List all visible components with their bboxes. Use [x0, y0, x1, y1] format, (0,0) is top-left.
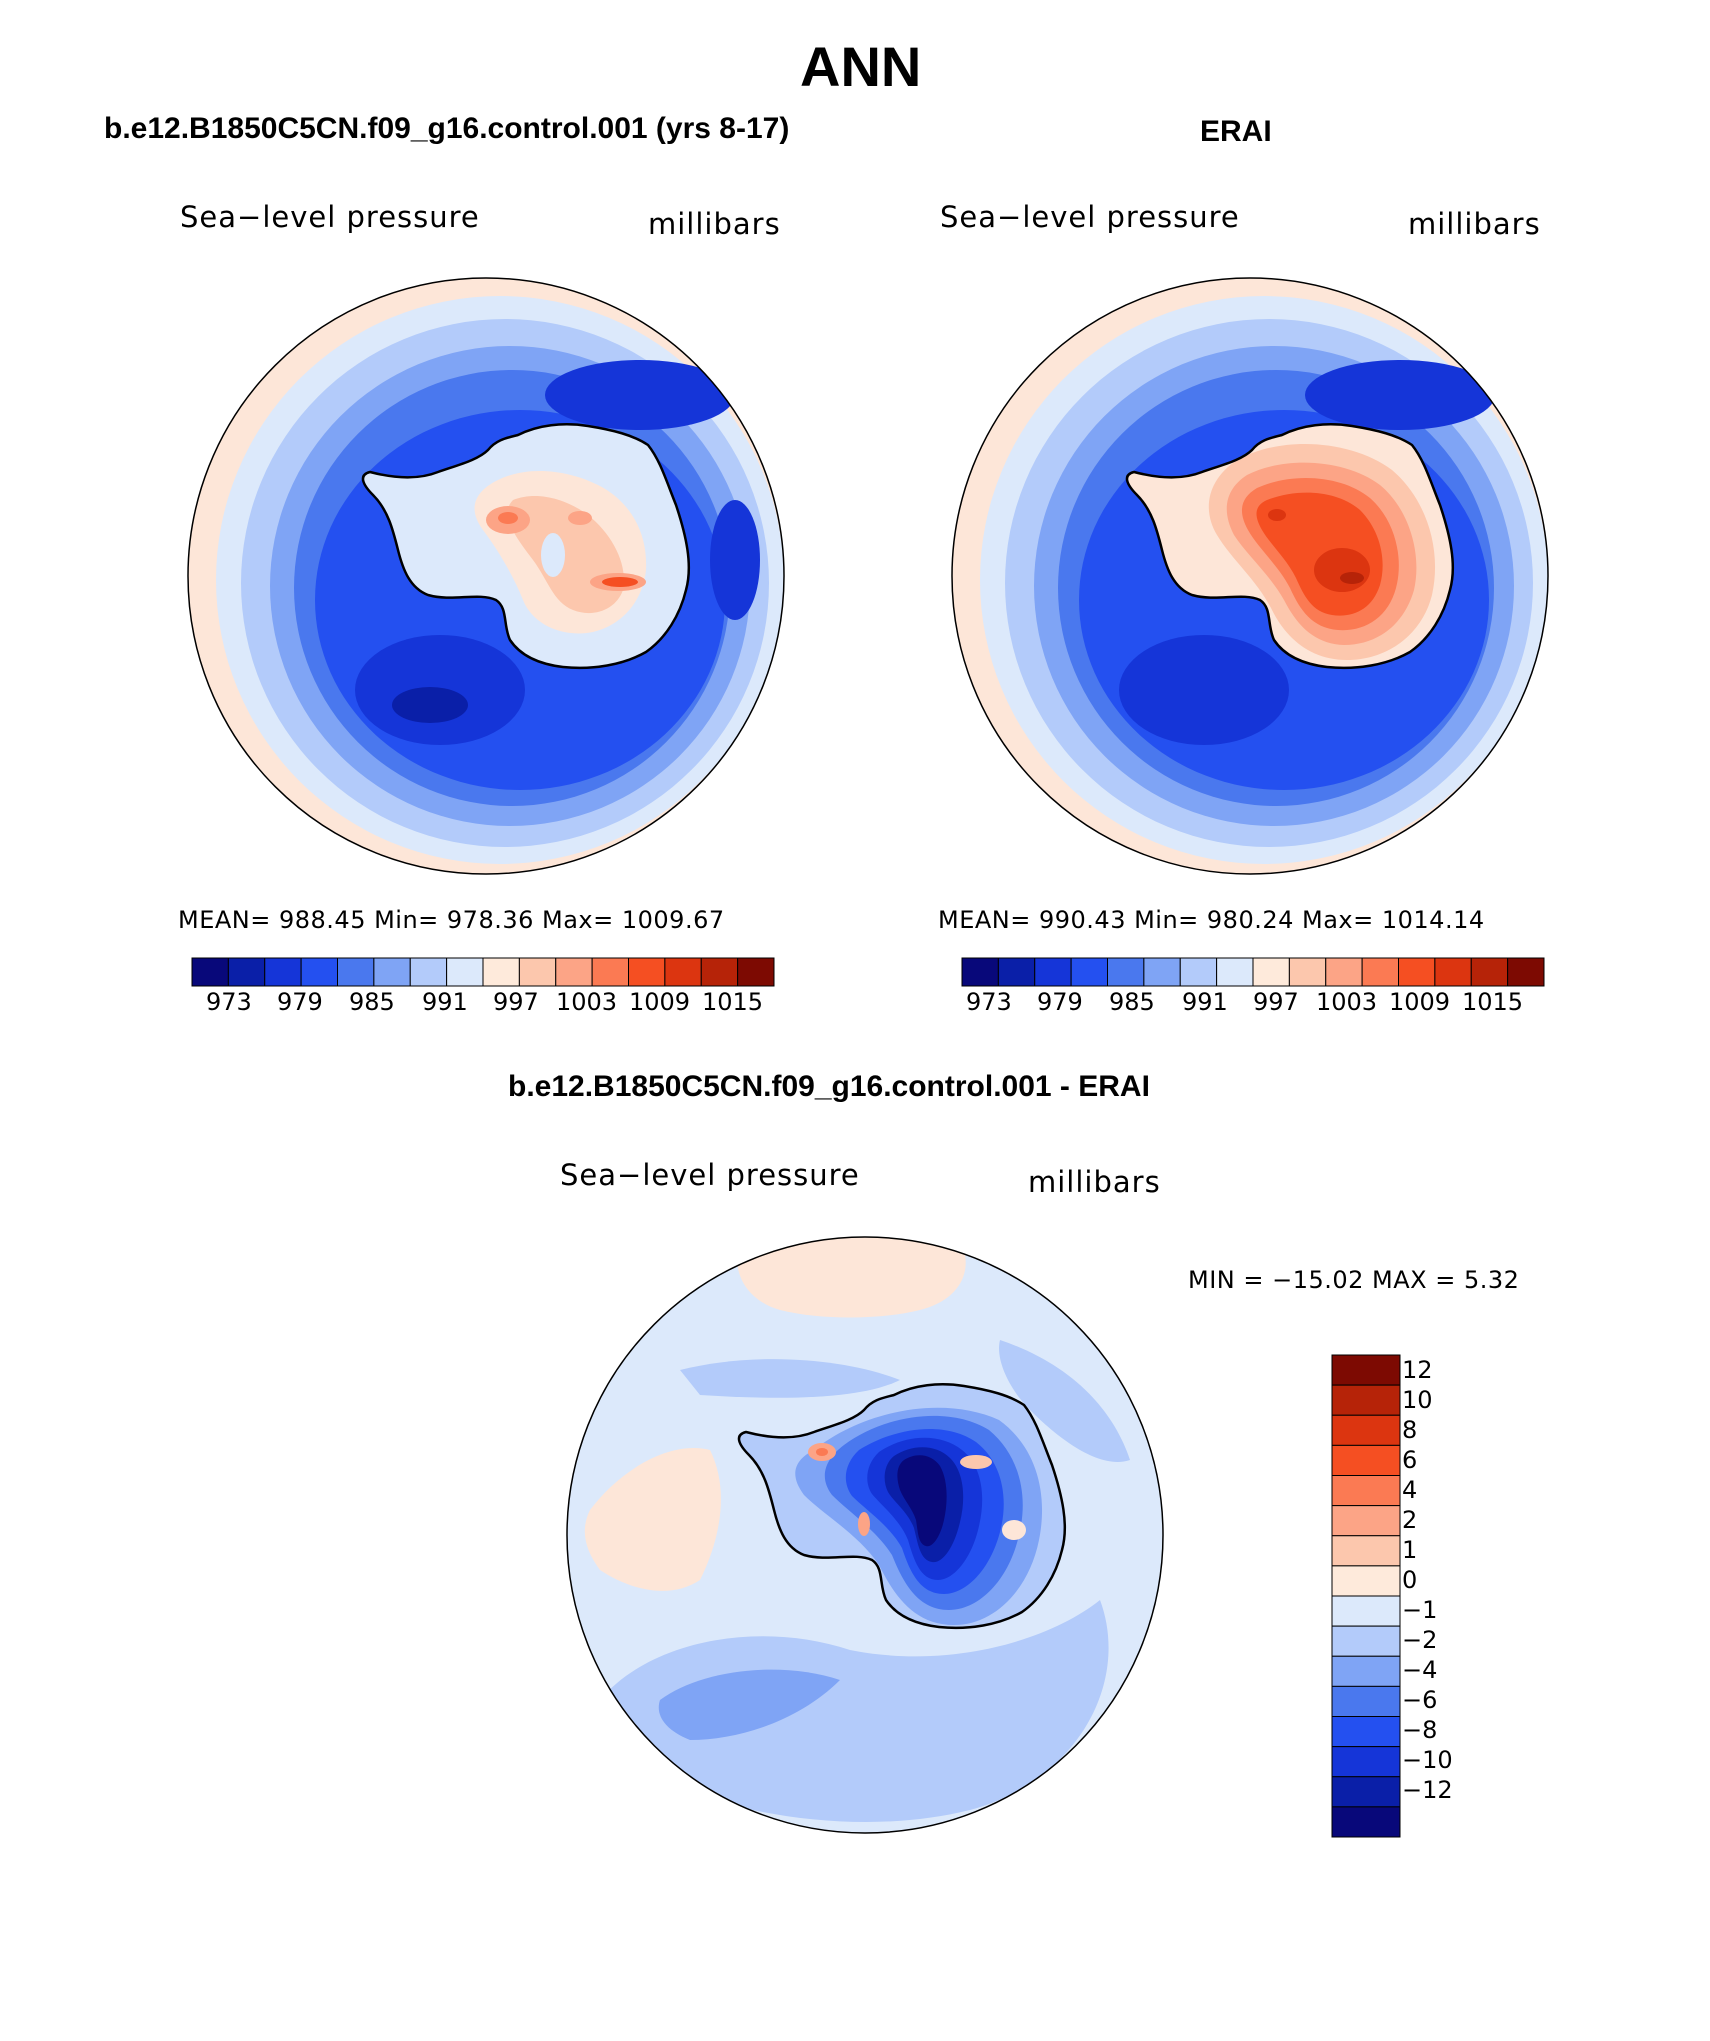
colorbar-swatch: [1331, 1716, 1401, 1748]
cb-obs-tick: 985: [1109, 988, 1155, 1016]
colorbar-swatch: [1034, 957, 1072, 987]
cb-obs-tick: 997: [1253, 988, 1299, 1016]
colorbar-swatch: [337, 957, 375, 987]
cb-diff-tick: 2: [1402, 1506, 1418, 1534]
panel-diff-stats: MIN = −15.02 MAX = 5.32: [1188, 1266, 1520, 1294]
cb-diff-tick: −12: [1402, 1776, 1453, 1804]
colorbar-swatch: [1361, 957, 1399, 987]
colorbar-swatch: [1252, 957, 1290, 987]
cb-diff-tick: 1: [1402, 1536, 1418, 1564]
cb-obs-tick: 1009: [1389, 988, 1451, 1016]
cb-diff-tick: −4: [1402, 1656, 1438, 1684]
cb-model-tick: 985: [349, 988, 395, 1016]
panel-diff-title: b.e12.B1850C5CN.f09_g16.control.001 - ER…: [508, 1070, 1150, 1103]
colorbar-swatch: [1331, 1505, 1401, 1537]
panel-model-variable-label: Sea−level pressure: [180, 200, 480, 234]
colorbar-swatch: [1470, 957, 1509, 987]
colorbar-swatch: [997, 957, 1036, 987]
cb-model-tick: 991: [422, 988, 468, 1016]
colorbar-swatch: [1434, 957, 1472, 987]
colorbar-swatch: [300, 957, 338, 987]
colorbar-swatch: [1331, 1384, 1401, 1416]
panel-diff-units-label: millibars: [1028, 1165, 1161, 1199]
colorbar-swatch: [555, 957, 593, 987]
colorbar-swatch: [1331, 1776, 1401, 1808]
cb-model-tick: 997: [493, 988, 539, 1016]
colorbar-swatch: [628, 957, 666, 987]
cb-diff-tick: 12: [1402, 1356, 1433, 1384]
colorbar-swatch: [1070, 957, 1108, 987]
cb-model-tick: 973: [206, 988, 252, 1016]
colorbar-swatch: [1398, 957, 1436, 987]
colorbar-swatch: [191, 957, 229, 987]
colorbar-swatch: [482, 957, 520, 987]
cb-diff-tick: 6: [1402, 1446, 1418, 1474]
map-obs: [952, 278, 1548, 874]
colorbar-swatch: [1331, 1685, 1401, 1717]
map-diff: [567, 1237, 1163, 1833]
panel-obs-title: ERAI: [1200, 115, 1272, 148]
colorbar-swatch: [1507, 957, 1545, 987]
cb-diff-tick: 8: [1402, 1416, 1418, 1444]
cb-model-tick: 1015: [702, 988, 764, 1016]
cb-diff-tick: −10: [1402, 1746, 1453, 1774]
panel-diff-variable-label: Sea−level pressure: [560, 1158, 860, 1192]
colorbar-obs: [961, 957, 1545, 987]
colorbar-swatch: [446, 957, 484, 987]
colorbar-swatch: [1331, 1414, 1401, 1446]
cb-diff-tick: −6: [1402, 1686, 1438, 1714]
colorbar-swatch: [1331, 1655, 1401, 1687]
colorbar-swatch: [409, 957, 448, 987]
colorbar-swatch: [518, 957, 557, 987]
colorbar-swatch: [664, 957, 702, 987]
colorbar-swatch: [1143, 957, 1181, 987]
colorbar-swatch: [700, 957, 739, 987]
colorbar-swatch: [591, 957, 629, 987]
cb-diff-tick: −2: [1402, 1626, 1438, 1654]
colorbar-swatch: [1331, 1625, 1401, 1657]
cb-model-tick: 1003: [556, 988, 618, 1016]
panel-model-title: b.e12.B1850C5CN.f09_g16.control.001 (yrs…: [104, 112, 790, 145]
cb-obs-tick: 991: [1182, 988, 1228, 1016]
figure-title: ANN: [800, 35, 922, 98]
colorbar-swatch: [1331, 1595, 1401, 1627]
colorbar-swatch: [264, 957, 302, 987]
cb-obs-tick: 973: [966, 988, 1012, 1016]
colorbar-diff: [1331, 1354, 1401, 1838]
colorbar-swatch: [1331, 1444, 1401, 1476]
cb-diff-tick: −8: [1402, 1716, 1438, 1744]
colorbar-model: [191, 957, 775, 987]
colorbar-swatch: [1107, 957, 1145, 987]
cb-obs-tick: 979: [1037, 988, 1083, 1016]
colorbar-swatch: [373, 957, 411, 987]
colorbar-swatch: [1331, 1535, 1401, 1567]
panel-model-units-label: millibars: [648, 207, 781, 241]
colorbar-swatch: [1325, 957, 1363, 987]
map-model: [188, 278, 784, 874]
colorbar-swatch: [961, 957, 999, 987]
colorbar-swatch: [1331, 1806, 1401, 1838]
colorbar-swatch: [1331, 1746, 1401, 1778]
colorbar-swatch: [1216, 957, 1254, 987]
cb-diff-tick: 4: [1402, 1476, 1418, 1504]
colorbar-swatch: [737, 957, 775, 987]
cb-obs-tick: 1003: [1316, 988, 1378, 1016]
colorbar-swatch: [227, 957, 266, 987]
cb-obs-tick: 1015: [1462, 988, 1524, 1016]
cb-model-tick: 1009: [629, 988, 691, 1016]
cb-model-tick: 979: [277, 988, 323, 1016]
cb-diff-tick: −1: [1402, 1596, 1438, 1624]
panel-obs-stats: MEAN= 990.43 Min= 980.24 Max= 1014.14: [938, 906, 1485, 934]
panel-obs-units-label: millibars: [1408, 207, 1541, 241]
colorbar-swatch: [1179, 957, 1218, 987]
colorbar-swatch: [1288, 957, 1327, 987]
cb-diff-tick: 10: [1402, 1386, 1433, 1414]
panel-obs-variable-label: Sea−level pressure: [940, 200, 1240, 234]
cb-diff-tick: 0: [1402, 1566, 1418, 1594]
panel-model-stats: MEAN= 988.45 Min= 978.36 Max= 1009.67: [178, 906, 725, 934]
colorbar-swatch: [1331, 1475, 1401, 1507]
colorbar-swatch: [1331, 1354, 1401, 1386]
colorbar-swatch: [1331, 1565, 1401, 1597]
